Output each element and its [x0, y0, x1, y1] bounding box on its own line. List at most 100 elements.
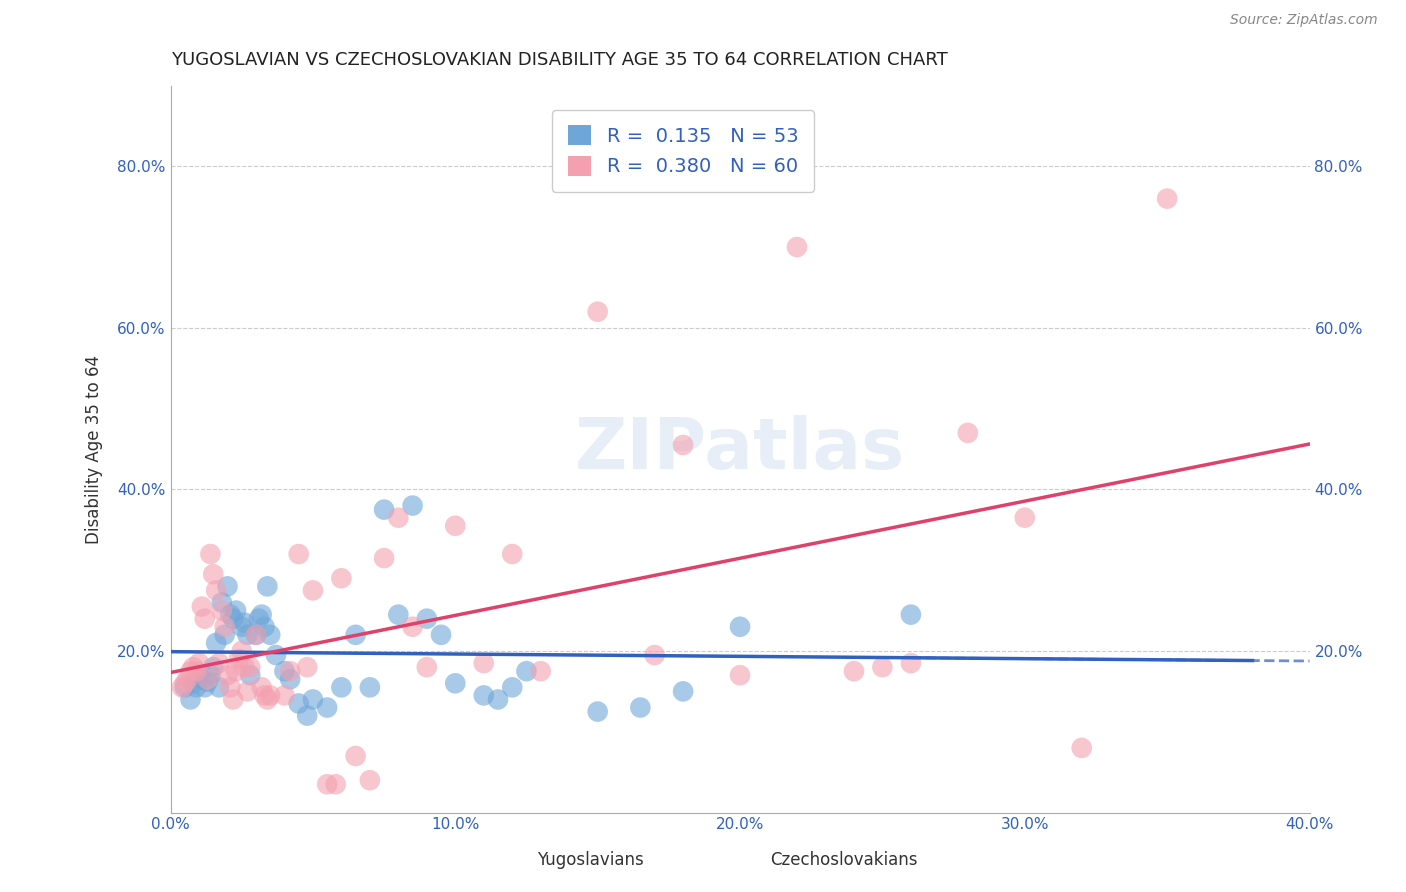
- Point: [359, 681, 381, 695]
- Point: [191, 672, 214, 686]
- Point: [416, 612, 439, 626]
- Point: [316, 700, 339, 714]
- Point: [486, 692, 509, 706]
- Point: [344, 749, 367, 764]
- Point: [236, 684, 259, 698]
- Point: [214, 620, 236, 634]
- Text: Yugoslavians: Yugoslavians: [537, 851, 644, 869]
- Text: YUGOSLAVIAN VS CZECHOSLOVAKIAN DISABILITY AGE 35 TO 64 CORRELATION CHART: YUGOSLAVIAN VS CZECHOSLOVAKIAN DISABILIT…: [170, 51, 948, 69]
- Point: [186, 681, 208, 695]
- Point: [183, 676, 205, 690]
- Point: [188, 656, 211, 670]
- Point: [644, 648, 666, 662]
- Point: [208, 656, 231, 670]
- Point: [186, 664, 208, 678]
- Point: [173, 681, 195, 695]
- Legend: R =  0.135   N = 53, R =  0.380   N = 60: R = 0.135 N = 53, R = 0.380 N = 60: [553, 110, 814, 192]
- Point: [501, 681, 523, 695]
- Point: [191, 599, 214, 614]
- Point: [900, 656, 922, 670]
- Text: Source: ZipAtlas.com: Source: ZipAtlas.com: [1230, 13, 1378, 28]
- Point: [208, 681, 231, 695]
- Point: [231, 620, 253, 634]
- Text: Czechoslovakians: Czechoslovakians: [770, 851, 917, 869]
- Point: [259, 628, 281, 642]
- Point: [628, 700, 651, 714]
- Point: [233, 660, 256, 674]
- Point: [373, 502, 395, 516]
- Point: [430, 628, 453, 642]
- Point: [228, 652, 250, 666]
- Point: [1070, 740, 1092, 755]
- Point: [1156, 192, 1178, 206]
- Point: [344, 628, 367, 642]
- Point: [211, 595, 233, 609]
- Point: [501, 547, 523, 561]
- Point: [672, 684, 695, 698]
- Point: [472, 656, 495, 670]
- Point: [259, 689, 281, 703]
- Point: [219, 607, 242, 622]
- Point: [900, 607, 922, 622]
- Point: [287, 547, 309, 561]
- Point: [287, 697, 309, 711]
- Point: [401, 620, 423, 634]
- Point: [231, 644, 253, 658]
- Point: [387, 607, 409, 622]
- Point: [872, 660, 894, 674]
- Point: [530, 664, 553, 678]
- Point: [672, 438, 695, 452]
- Point: [278, 672, 301, 686]
- Point: [330, 681, 353, 695]
- Point: [200, 668, 222, 682]
- Point: [253, 689, 276, 703]
- Point: [416, 660, 439, 674]
- Point: [297, 708, 319, 723]
- Point: [176, 672, 198, 686]
- Point: [211, 604, 233, 618]
- Point: [239, 660, 262, 674]
- Point: [200, 547, 222, 561]
- Point: [250, 607, 273, 622]
- Point: [302, 692, 325, 706]
- Point: [373, 551, 395, 566]
- Point: [205, 583, 228, 598]
- Point: [728, 620, 751, 634]
- Point: [225, 664, 247, 678]
- Point: [387, 510, 409, 524]
- Point: [222, 692, 245, 706]
- Point: [225, 604, 247, 618]
- Point: [330, 571, 353, 585]
- Point: [256, 692, 278, 706]
- Point: [728, 668, 751, 682]
- Point: [842, 664, 865, 678]
- Point: [194, 681, 217, 695]
- Point: [273, 664, 295, 678]
- Point: [179, 692, 201, 706]
- Point: [202, 660, 225, 674]
- Point: [217, 579, 239, 593]
- Point: [253, 620, 276, 634]
- Point: [188, 668, 211, 682]
- Point: [786, 240, 808, 254]
- Point: [444, 518, 467, 533]
- Text: ZIPatlas: ZIPatlas: [575, 415, 905, 483]
- Point: [239, 668, 262, 682]
- Point: [302, 583, 325, 598]
- Point: [250, 681, 273, 695]
- Point: [247, 612, 270, 626]
- Point: [245, 628, 267, 642]
- Point: [194, 612, 217, 626]
- Point: [183, 660, 205, 674]
- Point: [197, 674, 219, 689]
- Point: [222, 612, 245, 626]
- Point: [515, 664, 537, 678]
- Point: [214, 628, 236, 642]
- Point: [217, 668, 239, 682]
- Point: [278, 664, 301, 678]
- Point: [202, 567, 225, 582]
- Point: [233, 615, 256, 630]
- Point: [219, 681, 242, 695]
- Point: [444, 676, 467, 690]
- Point: [401, 499, 423, 513]
